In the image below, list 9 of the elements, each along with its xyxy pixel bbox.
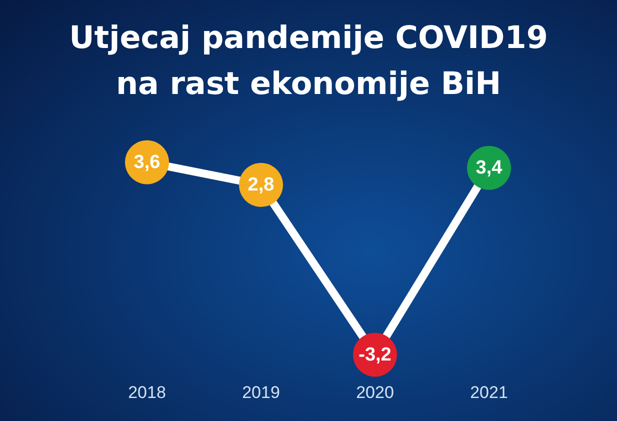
chart-title: Utjecaj pandemije COVID19 na rast ekonomije BiH xyxy=(69,20,548,102)
x-tick-label: 2021 xyxy=(470,383,508,402)
data-label: 2,8 xyxy=(248,174,274,196)
data-label: -3,2 xyxy=(358,344,392,366)
x-tick-label: 2018 xyxy=(128,383,166,402)
x-tick-label: 2019 xyxy=(242,383,280,402)
data-label: 3,4 xyxy=(476,157,503,178)
x-tick-label: 2020 xyxy=(356,383,394,402)
data-label: 3,6 xyxy=(134,152,160,173)
